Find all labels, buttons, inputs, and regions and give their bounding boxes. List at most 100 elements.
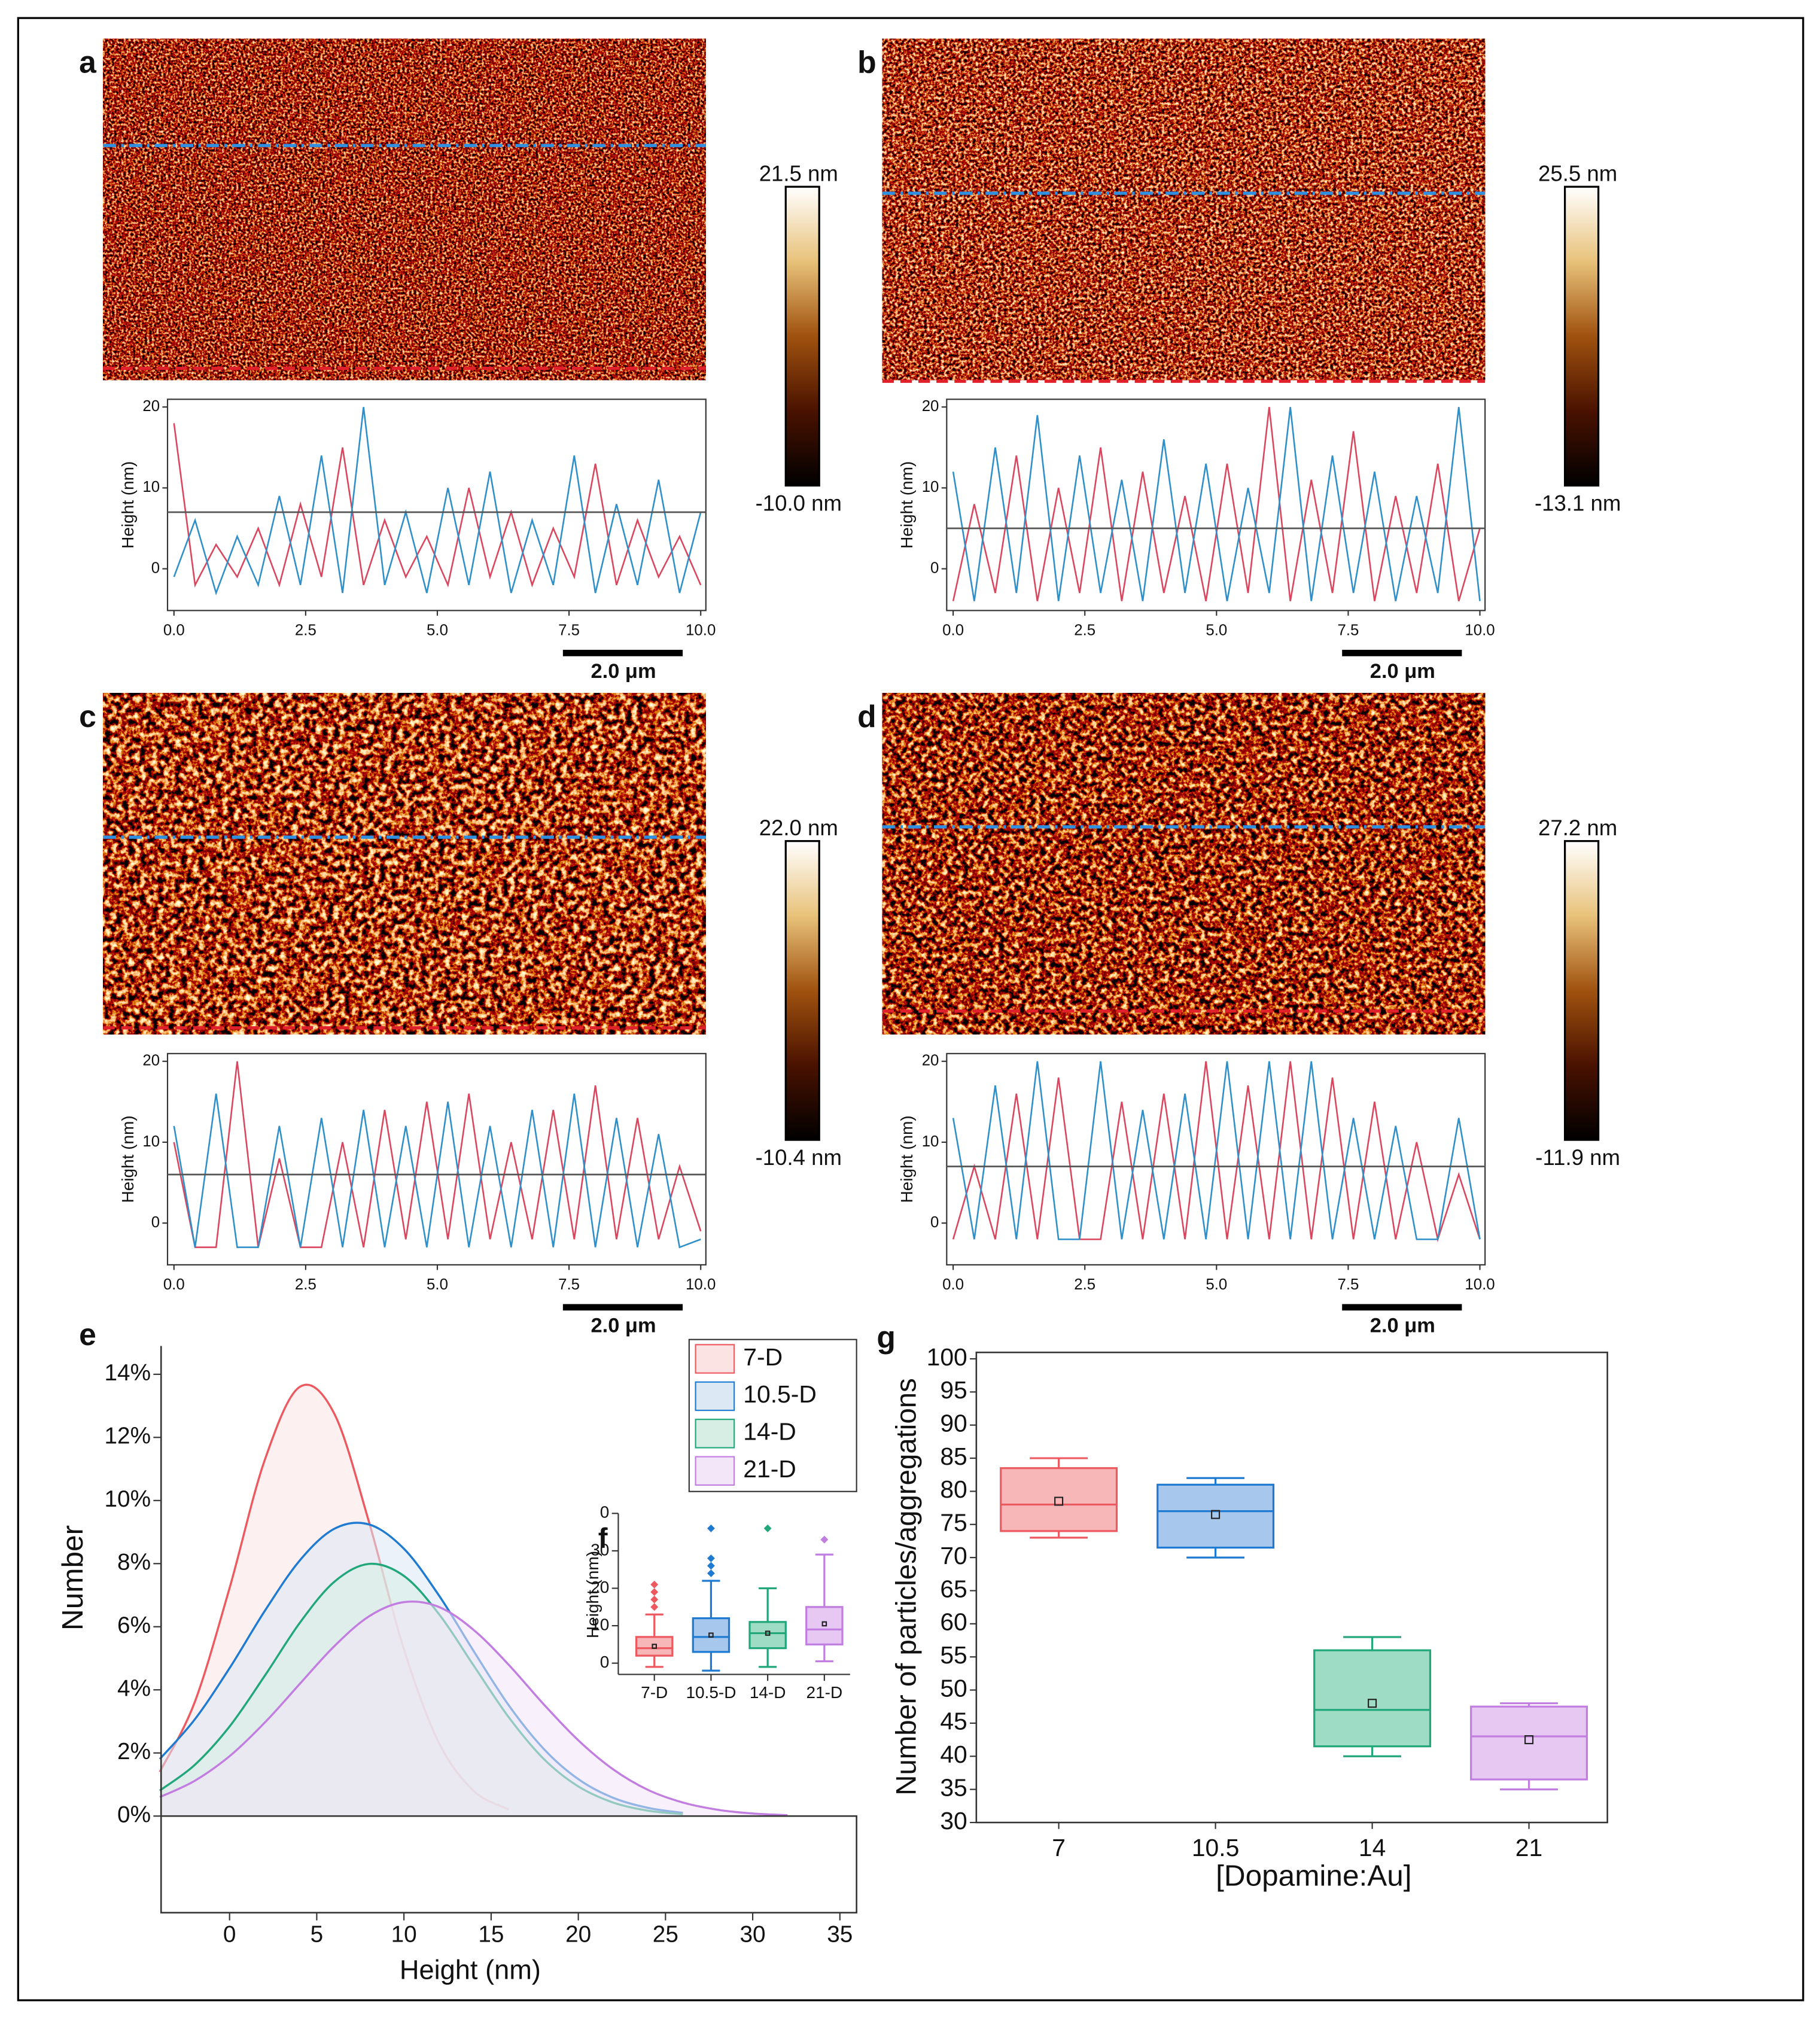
x-tick-label: 0 <box>223 1922 236 1948</box>
x-tick-label: 10.5 <box>1192 1834 1240 1861</box>
x-tick-label: 5.0 <box>427 1276 448 1293</box>
y-tick-label: 14% <box>105 1360 151 1386</box>
outlier <box>707 1569 715 1577</box>
x-tick-label: 2.5 <box>295 1276 316 1293</box>
y-tick-label: 0 <box>151 1214 160 1231</box>
outlier <box>707 1524 715 1532</box>
y-tick-label: 10 <box>591 1615 609 1633</box>
outlier <box>820 1535 829 1544</box>
outlier <box>650 1595 659 1604</box>
y-tick-label: 50 <box>940 1674 967 1702</box>
outlier <box>763 1524 772 1532</box>
y-tick-label: 75 <box>940 1509 967 1537</box>
y-tick-label: 0% <box>117 1802 151 1827</box>
y-axis-label: Height (nm) <box>897 461 916 549</box>
y-axis-label: Height (nm) <box>118 1115 137 1203</box>
mean-marker <box>708 1632 714 1638</box>
y-tick-label: 35 <box>940 1773 967 1801</box>
x-tick-label: 30 <box>740 1922 766 1948</box>
y-tick-label: 10% <box>105 1486 151 1512</box>
x-tick-label: 0.0 <box>942 622 964 639</box>
y-tick-label: 20 <box>922 398 939 415</box>
profile-series <box>952 1061 1481 1240</box>
legend-label: 10.5-D <box>743 1380 817 1408</box>
colorbar-min: -13.1 nm <box>1535 491 1621 515</box>
mean-marker <box>1211 1510 1221 1519</box>
outlier <box>707 1562 715 1570</box>
x-tick-label: 5.0 <box>427 622 448 639</box>
colorbar <box>1563 840 1600 1141</box>
plot-frame <box>166 398 707 612</box>
x-tick-label: 10.0 <box>686 1276 716 1293</box>
x-tick-label: 0.0 <box>942 1276 964 1293</box>
y-tick-label: 85 <box>940 1443 967 1470</box>
density-line <box>159 1600 788 1817</box>
colorbar-max: 21.5 nm <box>759 161 838 185</box>
afm-image <box>103 693 706 1035</box>
figure-border <box>17 17 1804 2001</box>
panel-label: b <box>857 44 876 79</box>
outlier <box>650 1588 659 1596</box>
x-tick-label: 5.0 <box>1206 622 1227 639</box>
box <box>1313 1649 1432 1748</box>
y-tick-label: 100 <box>927 1343 967 1371</box>
y-tick-label: 0 <box>600 1653 610 1671</box>
profile-series <box>173 1093 701 1249</box>
y-axis-label: Height (nm) <box>583 1551 602 1638</box>
legend-label: 14-D <box>743 1418 796 1446</box>
colorbar <box>784 840 820 1141</box>
colorbar-max: 22.0 nm <box>759 816 838 840</box>
panel-label: g <box>876 1319 896 1354</box>
x-tick-label: 10.5-D <box>686 1683 736 1702</box>
y-tick-label: 30 <box>591 1540 609 1559</box>
y-tick-label: 80 <box>940 1476 967 1503</box>
legend-swatch <box>695 1344 735 1374</box>
afm-image <box>103 38 706 381</box>
profile-series <box>173 423 702 588</box>
x-axis-label: Height (nm) <box>400 1955 541 1985</box>
x-tick-label: 2.5 <box>1074 1276 1095 1293</box>
box <box>748 1621 787 1650</box>
x-tick-label: 7.5 <box>1337 1276 1359 1293</box>
rug-box <box>160 1815 857 1913</box>
x-tick-label: 10.0 <box>686 622 716 639</box>
y-tick-label: 0 <box>600 1503 610 1522</box>
y-tick-label: 45 <box>940 1708 967 1735</box>
y-tick-label: 60 <box>940 1608 967 1636</box>
mean-marker <box>1524 1735 1534 1745</box>
scale-bar-label: 2.0 μm <box>1370 660 1435 683</box>
x-tick-label: 5.0 <box>1206 1276 1227 1293</box>
scale-bar-label: 2.0 μm <box>591 660 656 683</box>
y-tick-label: 10 <box>922 1133 939 1150</box>
scale-bar-label: 2.0 μm <box>1370 1314 1435 1337</box>
y-tick-label: 20 <box>922 1052 939 1069</box>
mean-marker <box>1368 1699 1377 1708</box>
x-tick-label: 25 <box>653 1922 678 1948</box>
x-tick-label: 2.5 <box>1074 622 1095 639</box>
x-tick-label: 0.0 <box>163 622 185 639</box>
mean-marker <box>821 1621 827 1627</box>
colorbar-min: -11.9 nm <box>1535 1145 1620 1170</box>
y-tick-label: 12% <box>105 1423 151 1449</box>
x-tick-label: 7.5 <box>558 1276 580 1293</box>
x-tick-label: 21-D <box>806 1683 843 1702</box>
x-tick-label: 7-D <box>641 1683 668 1702</box>
colorbar-max: 25.5 nm <box>1538 161 1617 185</box>
mean-marker <box>765 1630 771 1636</box>
x-tick-label: 7.5 <box>558 622 580 639</box>
y-tick-label: 10 <box>142 479 160 495</box>
x-tick-label: 2.5 <box>295 622 316 639</box>
panel-label: f <box>598 1523 608 1554</box>
x-tick-label: 14-D <box>750 1683 786 1702</box>
y-tick-label: 70 <box>940 1542 967 1569</box>
x-tick-label: 5 <box>311 1922 324 1948</box>
outlier <box>707 1554 715 1562</box>
box <box>1156 1483 1275 1549</box>
x-tick-label: 35 <box>827 1922 853 1948</box>
legend-swatch <box>695 1456 735 1486</box>
colorbar-max: 27.2 nm <box>1538 816 1617 840</box>
panel-label: c <box>79 699 96 734</box>
y-tick-label: 95 <box>940 1376 967 1404</box>
legend-label: 7-D <box>743 1343 783 1371</box>
y-tick-label: 6% <box>117 1613 151 1638</box>
